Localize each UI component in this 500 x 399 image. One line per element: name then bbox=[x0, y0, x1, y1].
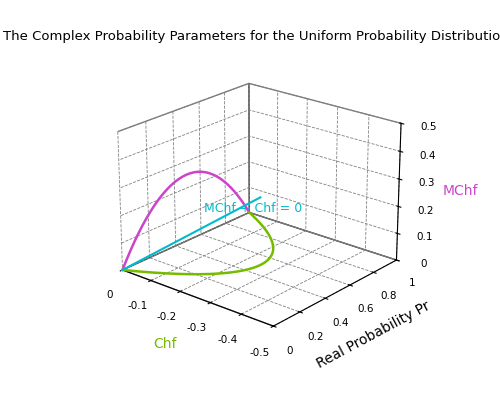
Y-axis label: Real Probability Pr: Real Probability Pr bbox=[314, 299, 432, 371]
Title: The Complex Probability Parameters for the Uniform Probability Distribution: The Complex Probability Parameters for t… bbox=[4, 30, 500, 43]
X-axis label: Chf: Chf bbox=[153, 337, 176, 351]
